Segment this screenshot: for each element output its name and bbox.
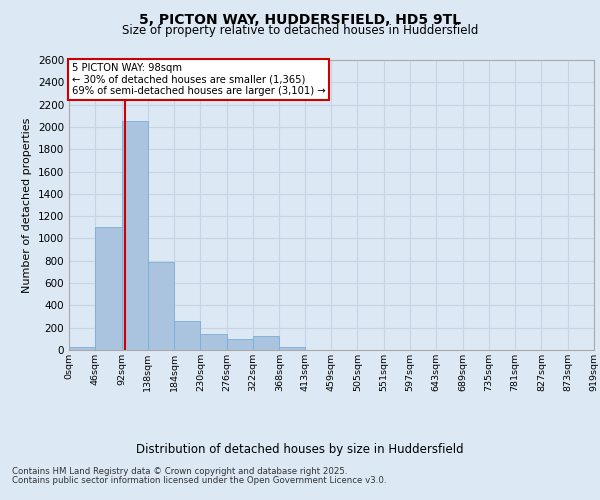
Bar [279, 346, 305, 350]
Bar [227, 339, 253, 350]
Text: Size of property relative to detached houses in Huddersfield: Size of property relative to detached ho… [122, 24, 478, 37]
Text: Distribution of detached houses by size in Huddersfield: Distribution of detached houses by size … [136, 442, 464, 456]
Y-axis label: Number of detached properties: Number of detached properties [22, 118, 32, 292]
Bar [200, 334, 227, 350]
Bar [69, 346, 95, 350]
Text: 5 PICTON WAY: 98sqm
← 30% of detached houses are smaller (1,365)
69% of semi-det: 5 PICTON WAY: 98sqm ← 30% of detached ho… [71, 63, 325, 96]
Bar [253, 336, 279, 350]
Text: Contains HM Land Registry data © Crown copyright and database right 2025.: Contains HM Land Registry data © Crown c… [12, 468, 347, 476]
Bar [95, 228, 122, 350]
Text: Contains public sector information licensed under the Open Government Licence v3: Contains public sector information licen… [12, 476, 386, 485]
Text: 5, PICTON WAY, HUDDERSFIELD, HD5 9TL: 5, PICTON WAY, HUDDERSFIELD, HD5 9TL [139, 12, 461, 26]
Bar [122, 122, 148, 350]
Bar [174, 321, 200, 350]
Bar [148, 262, 174, 350]
